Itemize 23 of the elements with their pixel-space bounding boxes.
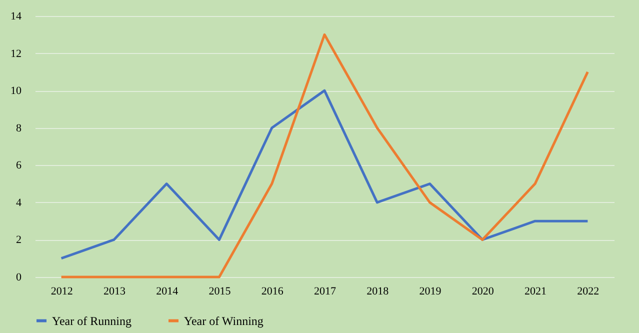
x-tick-label: 2018: [366, 286, 390, 298]
x-tick-label: 2022: [577, 286, 600, 298]
x-tick-label: 2019: [419, 286, 442, 298]
x-tick-label: 2014: [156, 286, 179, 298]
x-tick-label: 2017: [314, 286, 336, 298]
y-tick-label: 0: [16, 272, 22, 284]
x-tick-label: 2013: [103, 286, 126, 298]
legend-label: Year of Running: [52, 314, 132, 328]
y-tick-label: 14: [10, 10, 22, 22]
x-tick-label: 2021: [524, 286, 547, 298]
y-tick-label: 4: [16, 196, 22, 209]
y-tick-label: 10: [10, 85, 22, 98]
line-series: [60, 89, 589, 260]
x-tick-label: 2020: [472, 286, 494, 298]
x-tick-label: 2016: [261, 286, 284, 298]
legend-label: Year of Winning: [184, 314, 264, 328]
x-tick-label: 2015: [208, 286, 232, 298]
y-tick-label: 8: [16, 122, 22, 134]
y-tick-label: 12: [10, 48, 22, 60]
y-tick-label: 6: [16, 160, 22, 172]
y-tick-label: 2: [16, 234, 22, 246]
line-series: [60, 33, 589, 278]
x-tick-label: 2012: [50, 286, 73, 298]
